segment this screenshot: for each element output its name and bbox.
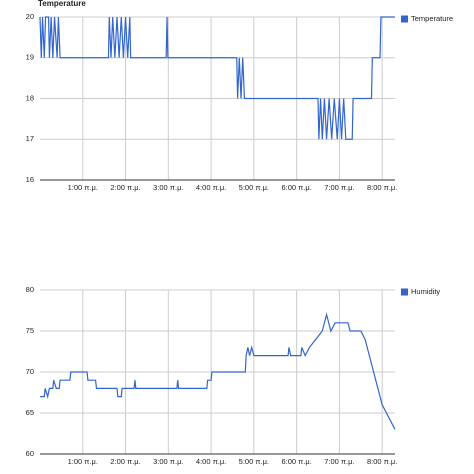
legend-label: Temperature	[411, 14, 453, 23]
y-tick-label: 60	[26, 449, 34, 458]
x-tick-label: 1:00 π.μ.	[68, 457, 98, 466]
x-tick-label: 4:00 π.μ.	[196, 457, 226, 466]
x-tick-label: 6:00 π.μ.	[281, 457, 311, 466]
y-tick-label: 75	[26, 326, 34, 335]
x-tick-label: 8:00 π.μ.	[367, 183, 397, 192]
y-tick-label: 20	[26, 12, 34, 21]
x-tick-label: 7:00 π.μ.	[324, 457, 354, 466]
x-tick-label: 2:00 π.μ.	[110, 457, 140, 466]
y-tick-label: 16	[26, 175, 34, 184]
x-tick-label: 2:00 π.μ.	[110, 183, 140, 192]
legend-swatch	[401, 15, 408, 23]
x-tick-label: 6:00 π.μ.	[281, 183, 311, 192]
y-tick-label: 80	[26, 285, 34, 294]
x-tick-label: 3:00 π.μ.	[153, 183, 183, 192]
y-tick-label: 70	[26, 367, 34, 376]
x-tick-label: 5:00 π.μ.	[239, 183, 269, 192]
x-tick-label: 5:00 π.μ.	[239, 457, 269, 466]
legend-swatch	[401, 288, 408, 296]
x-tick-label: 7:00 π.μ.	[324, 183, 354, 192]
legend-label: Humidity	[411, 287, 440, 296]
y-tick-label: 65	[26, 408, 34, 417]
x-tick-label: 1:00 π.μ.	[68, 183, 98, 192]
y-tick-label: 19	[26, 53, 34, 62]
chart-title: Temperature	[38, 0, 86, 8]
x-tick-label: 4:00 π.μ.	[196, 183, 226, 192]
data-line	[40, 312, 396, 430]
y-tick-label: 17	[26, 134, 34, 143]
y-tick-label: 18	[26, 93, 34, 102]
data-line	[39, 16, 395, 140]
x-tick-label: 8:00 π.μ.	[367, 457, 397, 466]
x-tick-label: 3:00 π.μ.	[153, 457, 183, 466]
